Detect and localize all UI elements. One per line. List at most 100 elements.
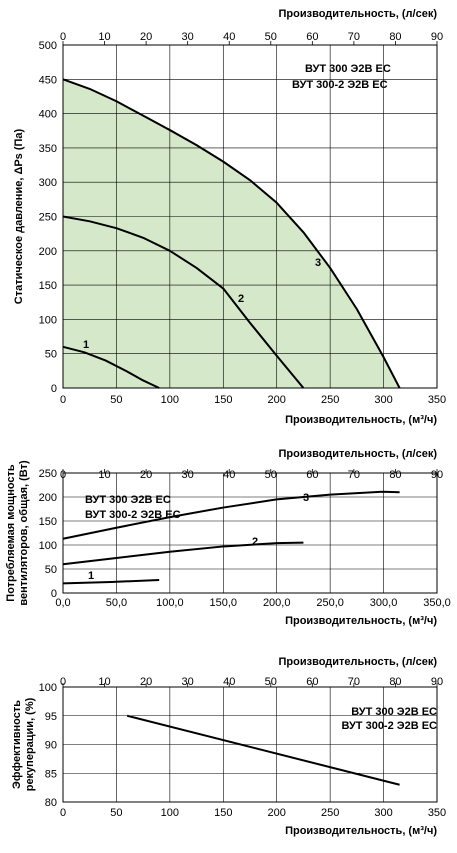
x-axis-tick-label: 150 [214,807,232,819]
x-axis-tick-label: 300 [374,394,392,406]
top-axis-tick-label: 20 [140,31,152,43]
x-axis-tick-label: 300,0 [370,597,398,609]
model-name: ВУТ 300-2 Э2В ЕС [292,79,388,91]
series-line-1 [62,579,160,585]
series-line-1 [62,345,160,389]
top-axis-tick-label: 90 [431,31,443,43]
y-axis-tick-label: 150 [39,516,57,528]
top-axis-tick-label: 50 [265,469,277,481]
x-axis-tick-label: 250 [321,394,339,406]
model-name: ВУТ 300 Э2В ЕС [351,706,437,718]
y-axis-tick-label: 250 [39,212,57,224]
x-axis-tick-label: 150,0 [210,597,238,609]
series-line-2 [62,215,305,389]
plot-frame [62,686,438,803]
top-axis-tick-label: 60 [306,469,318,481]
series-label: 1 [83,339,89,351]
x-axis-tick-label: 100 [161,394,179,406]
top-axis-tick-label: 20 [140,676,152,688]
x-axis-tick-label: 250,0 [316,597,344,609]
top-axis-tick-label: 20 [140,469,152,481]
top-axis-tick-label: 60 [306,31,318,43]
y-axis-title: Потребляемая мощностьвентиляторов, общая… [5,460,30,606]
x-axis-tick-label: 200 [268,807,286,819]
top-axis-tick-label: 10 [98,31,110,43]
x-axis-title: Производительность, (м³/ч) [285,414,437,426]
y-axis-tick-label: 500 [39,40,57,52]
y-axis-tick-label: 100 [39,314,57,326]
y-axis-tick-label: 90 [45,740,57,752]
series-label: 2 [238,293,244,305]
series-label: 3 [315,257,321,269]
x-axis-tick-label: 50 [110,394,122,406]
top-axis-tick-label: 40 [223,676,235,688]
top-axis-title: Производительность, (л/сек) [279,8,438,20]
y-axis-tick-label: 300 [39,177,57,189]
x-axis-tick-label: 250 [321,807,339,819]
y-axis-tick-label: 100 [39,540,57,552]
x-axis-tick-label: 150 [214,394,232,406]
x-axis-tick-label: 350 [428,394,446,406]
x-axis-tick-label: 0 [60,807,66,819]
y-axis-title-line: Потребляемая мощность [5,464,17,602]
x-axis-tick-label: 200 [268,394,286,406]
y-axis-tick-label: 450 [39,74,57,86]
model-name: ВУТ 300-2 Э2В ЕС [341,720,437,732]
series-line-3 [62,78,401,389]
y-axis-tick-label: 400 [39,109,57,121]
top-axis-tick-label: 40 [223,31,235,43]
top-axis-tick-label: 30 [182,31,194,43]
top-axis-tick-label: 10 [98,469,110,481]
model-name: ВУТ 300-2 Э2В ЕС [85,509,181,521]
top-axis-tick-label: 90 [431,469,443,481]
top-axis-title: Производительность, (л/сек) [279,448,438,460]
y-axis-tick-label: 250 [39,468,57,480]
x-axis-tick-label: 350,0 [423,597,451,609]
y-axis-tick-label: 80 [45,797,57,809]
series-label: 2 [252,536,258,548]
model-name: ВУТ 300 Э2В ЕС [85,494,171,506]
x-axis-tick-label: 350 [428,807,446,819]
y-axis-tick-label: 150 [39,280,57,292]
x-axis-tick-label: 100,0 [156,597,184,609]
x-axis-tick-label: 0 [60,394,66,406]
series-line-1 [126,714,400,786]
top-axis-tick-label: 70 [348,469,360,481]
y-axis-tick-label: 0 [51,588,57,600]
series-line-2 [62,541,304,566]
y-axis-title-line: рекуперации, (%) [24,697,36,791]
top-axis-tick-label: 70 [348,31,360,43]
y-axis-title-line: Эффективность [11,700,23,789]
model-name: ВУТ 300 Э2В ЕС [305,63,391,75]
y-axis-tick-label: 200 [39,492,57,504]
series-label: 1 [88,570,94,582]
top-axis-tick-label: 80 [389,676,401,688]
y-axis-title-line: вентиляторов, общая, (Вт) [18,460,30,606]
top-axis-tick-label: 50 [265,676,277,688]
y-axis-title: Статическое давление, ΔPs (Па) [13,128,25,304]
top-axis-tick-label: 80 [389,469,401,481]
x-axis-tick-label: 50 [110,807,122,819]
x-axis-title: Производительность, (м³/ч) [285,825,437,837]
top-axis-tick-label: 50 [265,31,277,43]
efficiency-chart: 0 10 20 30 40 50 60 70 80 90 Производительность, (… [11,656,446,837]
y-axis-tick-label: 100 [39,682,57,694]
top-axis-tick-label: 90 [431,676,443,688]
x-axis-tick-label: 0,0 [55,597,70,609]
top-axis-tick-label: 60 [306,676,318,688]
x-axis-tick-label: 200,0 [263,597,291,609]
y-axis-tick-label: 200 [39,246,57,258]
series-line-3 [62,490,400,540]
series-label: 3 [303,492,309,504]
top-axis-tick-label: 0 [60,469,66,481]
x-axis-tick-label: 300 [374,807,392,819]
plot-frame [62,472,438,594]
x-axis-title: Производительность, (м³/ч) [285,615,437,627]
top-axis-tick-label: 10 [98,676,110,688]
y-axis-title: Эффективностьрекуперации, (%) [11,697,36,791]
top-axis-tick-label: 70 [348,676,360,688]
top-axis-tick-label: 0 [60,676,66,688]
